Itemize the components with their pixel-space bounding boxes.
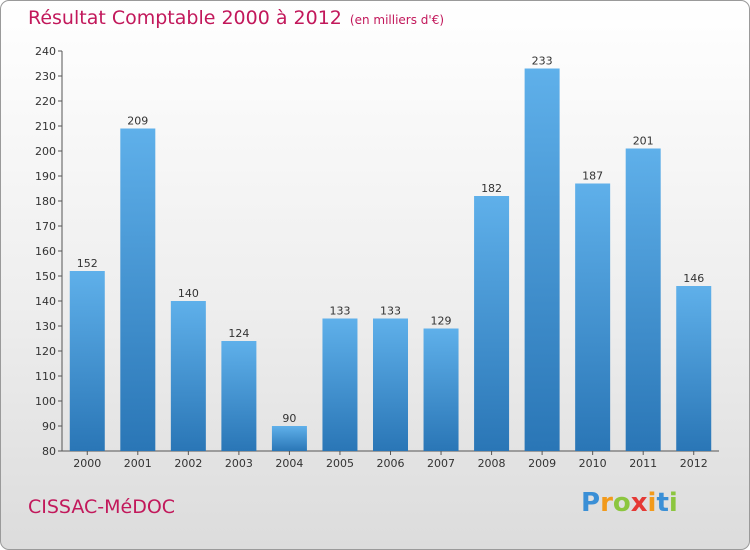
y-tick-label: 170	[35, 220, 56, 233]
value-label: 124	[228, 327, 249, 340]
y-tick-label: 150	[35, 270, 56, 283]
x-tick-label: 2012	[680, 457, 708, 470]
x-tick-label: 2010	[579, 457, 607, 470]
proxiti-logo: Proxiti	[581, 488, 678, 518]
x-tick-label: 2006	[377, 457, 405, 470]
x-tick-label: 2000	[73, 457, 101, 470]
value-label: 90	[282, 412, 296, 425]
bar-2007	[423, 328, 459, 451]
x-tick-label: 2007	[427, 457, 455, 470]
x-tick-label: 2009	[528, 457, 556, 470]
value-label: 187	[582, 170, 603, 183]
y-tick-label: 120	[35, 345, 56, 358]
y-tick-label: 180	[35, 195, 56, 208]
value-label: 129	[431, 315, 452, 328]
bars	[69, 68, 712, 451]
data-labels: 152 209 140 124 90 133 133 129 182 233 187 201 146	[77, 55, 704, 426]
x-tick-label: 2003	[225, 457, 253, 470]
x-tick-label: 2002	[174, 457, 202, 470]
y-tick-label: 130	[35, 320, 56, 333]
bar-2003	[221, 341, 257, 451]
y-tick-label: 110	[35, 370, 56, 383]
logo-letter: i	[647, 488, 657, 518]
value-label: 133	[380, 305, 401, 318]
bar-2002	[170, 301, 206, 451]
logo-letter: o	[612, 488, 631, 518]
y-tick-label: 200	[35, 145, 56, 158]
title-text: Résultat Comptable 2000 à 2012	[28, 7, 342, 29]
logo-letter: i	[668, 488, 678, 518]
logo-letter: P	[581, 488, 601, 518]
value-label: 133	[329, 305, 350, 318]
x-tick-label: 2004	[275, 457, 303, 470]
x-tick-label: 2001	[124, 457, 152, 470]
value-label: 201	[633, 135, 654, 148]
bar-2000	[69, 271, 105, 451]
logo-letter: x	[630, 488, 648, 518]
x-tick-label: 2011	[629, 457, 657, 470]
value-label: 140	[178, 287, 199, 300]
logo-letter: r	[600, 488, 613, 518]
bar-2001	[120, 128, 156, 451]
y-tick-label: 210	[35, 120, 56, 133]
bar-2005	[322, 318, 358, 451]
logo-letter: t	[656, 488, 669, 518]
bar-2009	[524, 68, 560, 451]
y-tick-label: 90	[42, 420, 56, 433]
chart-subtitle: (en milliers d'€)	[349, 13, 445, 27]
y-tick-label: 240	[35, 45, 56, 58]
y-tick-label: 230	[35, 70, 56, 83]
value-label: 152	[77, 257, 98, 270]
commune-name: CISSAC-MéDOC	[28, 496, 176, 518]
chart-title: Résultat Comptable 2000 à 2012 (en millie…	[28, 7, 444, 29]
y-tick-label: 190	[35, 170, 56, 183]
bar-2012	[676, 286, 712, 451]
value-label: 182	[481, 182, 502, 195]
x-tick-label: 2008	[478, 457, 506, 470]
bar-2010	[575, 183, 611, 451]
bar-2004	[271, 426, 307, 451]
value-label: 233	[532, 55, 553, 68]
y-tick-label: 220	[35, 95, 56, 108]
y-tick-label: 140	[35, 295, 56, 308]
x-tick-label: 2005	[326, 457, 354, 470]
y-tick-label: 80	[42, 445, 56, 458]
value-label: 146	[683, 272, 704, 285]
y-tick-label: 160	[35, 245, 56, 258]
bar-2008	[474, 196, 510, 451]
y-tick-label: 100	[35, 395, 56, 408]
bar-2011	[625, 148, 661, 451]
bar-2006	[373, 318, 408, 451]
value-label: 209	[127, 115, 148, 128]
